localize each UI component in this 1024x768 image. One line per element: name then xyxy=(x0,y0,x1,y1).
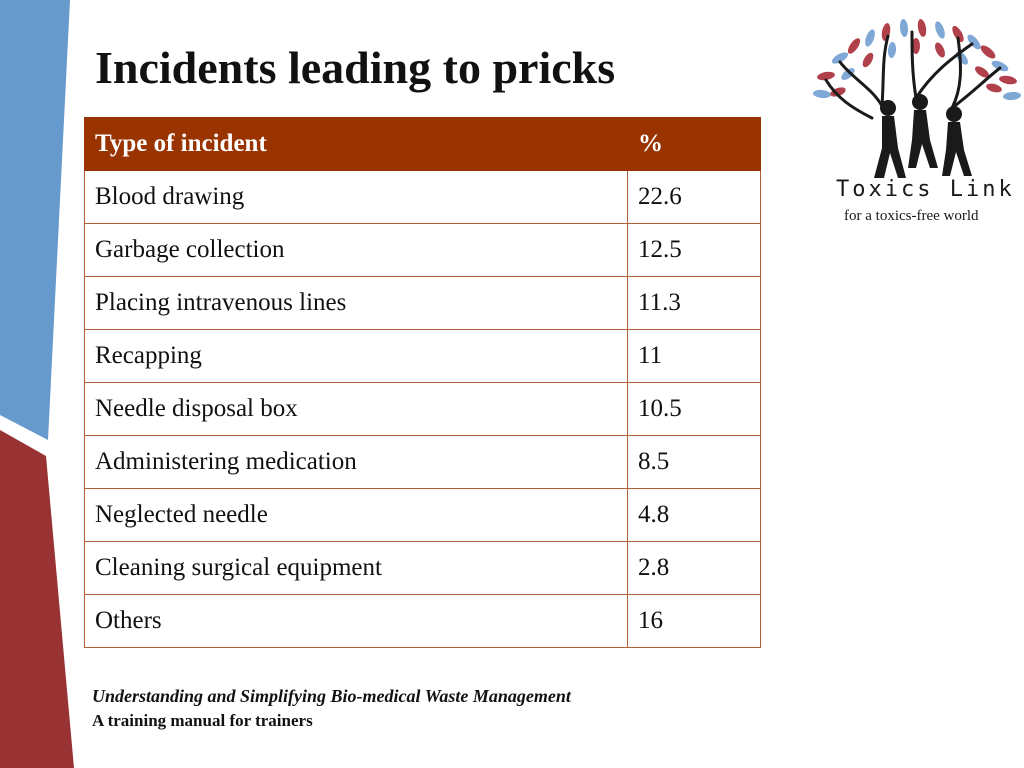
incident-type-cell: Recapping xyxy=(84,329,628,383)
incident-percent-cell: 16 xyxy=(627,594,761,648)
incident-percent-cell: 4.8 xyxy=(627,488,761,542)
incident-percent-cell: 10.5 xyxy=(627,382,761,436)
side-white-stripe xyxy=(0,418,48,456)
table-header-row: Type of incident % xyxy=(84,117,761,171)
incident-type-cell: Garbage collection xyxy=(84,223,628,277)
incident-percent-cell: 2.8 xyxy=(627,541,761,595)
table-row: Recapping 11 xyxy=(84,329,761,383)
side-decoration xyxy=(0,0,74,768)
table-row: Placing intravenous lines 11.3 xyxy=(84,276,761,330)
table-row: Garbage collection 12.5 xyxy=(84,223,761,277)
incident-type-cell: Needle disposal box xyxy=(84,382,628,436)
incident-type-cell: Others xyxy=(84,594,628,648)
side-blue-band xyxy=(0,0,70,440)
incident-percent-cell: 22.6 xyxy=(627,170,761,224)
footer-title: Understanding and Simplifying Bio-medica… xyxy=(92,686,571,706)
slide-title: Incidents leading to pricks xyxy=(95,42,616,93)
incident-type-cell: Placing intravenous lines xyxy=(84,276,628,330)
logo-name: Toxics Link xyxy=(836,177,1015,202)
incident-type-cell: Cleaning surgical equipment xyxy=(84,541,628,595)
incident-type-cell: Neglected needle xyxy=(84,488,628,542)
incident-percent-cell: 11 xyxy=(627,329,761,383)
tree-branches xyxy=(824,30,1002,120)
incidents-table: Type of incident % Blood drawing 22.6 Ga… xyxy=(84,117,761,648)
dancing-figures xyxy=(874,94,972,178)
table-row: Administering medication 8.5 xyxy=(84,435,761,489)
incident-percent-cell: 12.5 xyxy=(627,223,761,277)
table-row: Neglected needle 4.8 xyxy=(84,488,761,542)
incident-percent-cell: 8.5 xyxy=(627,435,761,489)
footer-subtitle: A training manual for trainers xyxy=(92,711,313,730)
logo-tagline: for a toxics-free world xyxy=(844,208,979,224)
header-type-of-incident: Type of incident xyxy=(84,117,628,171)
table-row: Needle disposal box 10.5 xyxy=(84,382,761,436)
table-row: Cleaning surgical equipment 2.8 xyxy=(84,541,761,595)
tree-leaves xyxy=(813,19,1021,101)
side-red-band xyxy=(0,430,74,768)
incident-percent-cell: 11.3 xyxy=(627,276,761,330)
header-percent: % xyxy=(627,117,761,171)
table-row: Others 16 xyxy=(84,594,761,648)
toxics-link-logo-icon xyxy=(813,19,1021,178)
incident-type-cell: Blood drawing xyxy=(84,170,628,224)
incident-type-cell: Administering medication xyxy=(84,435,628,489)
table-row: Blood drawing 22.6 xyxy=(84,170,761,224)
